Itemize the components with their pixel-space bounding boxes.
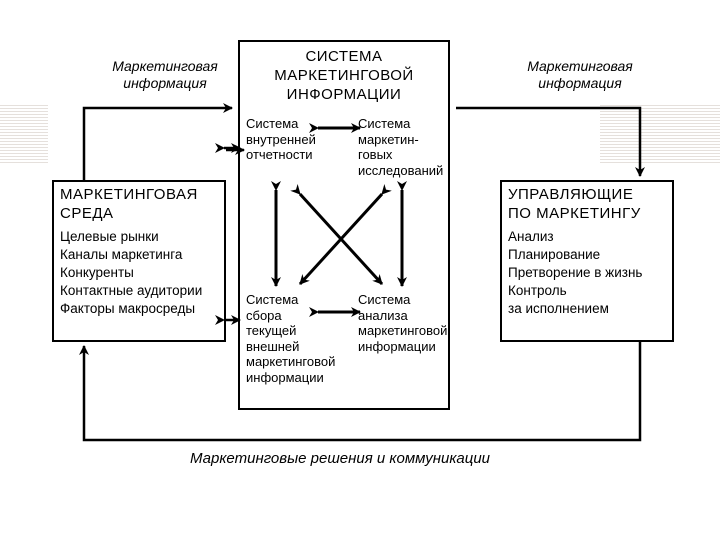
left-box-items: Целевые рынкиКаналы маркетингаКонкуренты… (60, 228, 218, 319)
box-marketing-environment: МАРКЕТИНГОВАЯСРЕДА Целевые рынкиКаналы м… (52, 180, 226, 342)
hatch-strip-right (600, 105, 720, 165)
subsystem-marketing-info-analysis: Системаанализамаркетинговойинформации (358, 292, 450, 354)
subsystem-internal-reporting: Системавнутреннейотчетности (246, 116, 336, 163)
flow-label-bottom: Маркетинговые решения и коммуникации (190, 450, 490, 467)
left-box-title: МАРКЕТИНГОВАЯСРЕДА (60, 186, 218, 224)
flow-label-top-left: Маркетинговаяинформация (100, 58, 230, 92)
box-marketing-managers: УПРАВЛЯЮЩИЕПО МАРКЕТИНГУ АнализПланирова… (500, 180, 674, 342)
arrow-env-to-center-top (84, 108, 232, 180)
center-box-title: СИСТЕМАМАРКЕТИНГОВОЙИНФОРМАЦИИ (246, 46, 442, 110)
flow-label-top-right: Маркетинговаяинформация (510, 58, 650, 92)
right-box-items: АнализПланированиеПретворение в жизньКон… (508, 228, 666, 319)
subsystem-marketing-research: Системамаркетин-говыхисследований (358, 116, 448, 178)
right-box-title: УПРАВЛЯЮЩИЕПО МАРКЕТИНГУ (508, 186, 666, 224)
hatch-strip-left (0, 105, 48, 165)
subsystem-external-info-collection: Системасборатекущейвнешнеймаркетинговойи… (246, 292, 346, 386)
